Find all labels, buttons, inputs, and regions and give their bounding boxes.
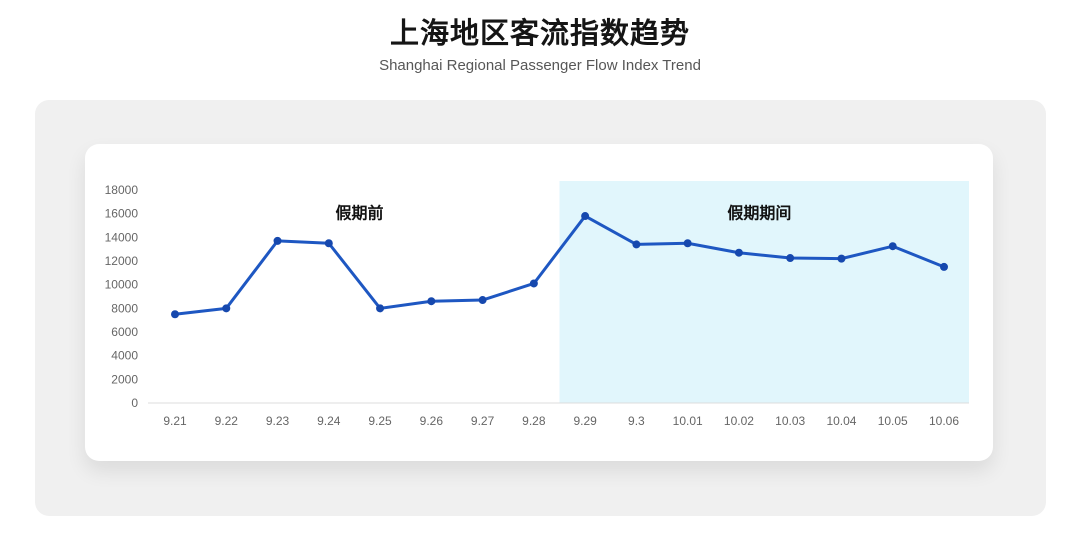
data-point[interactable] [786, 254, 795, 263]
page-subtitle: Shanghai Regional Passenger Flow Index T… [379, 57, 701, 74]
phase-label: 假期期间 [727, 203, 791, 222]
y-axis-tick-label: 10000 [105, 278, 139, 292]
phase-label: 假期前 [336, 203, 384, 222]
x-axis-tick-label: 10.04 [826, 414, 856, 428]
data-point[interactable] [273, 236, 282, 245]
x-axis-tick-label: 9.29 [573, 414, 597, 428]
x-axis-tick-label: 9.22 [215, 414, 239, 428]
outer-panel: 0 2000 4000 6000 8000 10000 12000 14000 16000 180… [35, 100, 1046, 516]
x-axis-tick-label: 9.23 [266, 414, 290, 428]
y-axis-tick-label: 14000 [105, 230, 139, 244]
data-point[interactable] [478, 296, 487, 305]
x-axis-tick-label: 10.06 [929, 414, 959, 428]
data-point[interactable] [222, 304, 231, 313]
x-axis-tick-label: 9.3 [628, 414, 645, 428]
chart-header: 上海地区客流指数趋势 Shanghai Regional Passenger F… [0, 0, 1080, 74]
x-axis-tick-label: 10.05 [878, 414, 908, 428]
page: 上海地区客流指数趋势 Shanghai Regional Passenger F… [0, 0, 1080, 516]
x-axis-tick-label: 9.24 [317, 414, 341, 428]
x-axis-tick-label: 10.03 [775, 414, 805, 428]
y-axis-tick-label: 4000 [111, 349, 138, 363]
x-axis-tick-label: 10.02 [724, 414, 754, 428]
x-axis-tick-label: 9.21 [163, 414, 187, 428]
y-axis-tick-label: 2000 [111, 372, 138, 386]
chart-card: 0 2000 4000 6000 8000 10000 12000 14000 16000 180… [85, 144, 993, 461]
y-axis-tick-label: 6000 [111, 325, 138, 339]
y-axis-tick-label: 16000 [105, 207, 139, 221]
data-point[interactable] [529, 279, 538, 288]
x-axis-tick-label: 9.27 [471, 414, 495, 428]
data-point[interactable] [940, 262, 949, 271]
data-point[interactable] [683, 239, 692, 248]
data-point[interactable] [376, 304, 385, 313]
data-point[interactable] [427, 297, 436, 306]
y-axis-tick-label: 12000 [105, 254, 139, 268]
data-point[interactable] [734, 248, 743, 257]
data-point[interactable] [324, 239, 333, 248]
line-chart[interactable]: 0 2000 4000 6000 8000 10000 12000 14000 16000 180… [85, 144, 993, 461]
data-point[interactable] [632, 240, 641, 249]
x-axis-tick-label: 9.26 [420, 414, 444, 428]
data-point[interactable] [888, 242, 897, 251]
x-axis-tick-label: 10.01 [673, 414, 703, 428]
data-point[interactable] [171, 310, 179, 319]
data-point[interactable] [581, 212, 590, 221]
holiday-highlight-region [559, 181, 969, 403]
x-axis-tick-label: 9.25 [368, 414, 392, 428]
flow-index-line [173, 214, 946, 316]
page-title: 上海地区客流指数趋势 [389, 18, 690, 50]
y-axis-tick-label: 0 [131, 396, 138, 410]
x-axis-tick-label: 9.28 [522, 414, 546, 428]
y-axis-tick-label: 18000 [105, 183, 139, 197]
y-axis-tick-label: 8000 [111, 301, 138, 315]
data-point[interactable] [837, 254, 846, 263]
